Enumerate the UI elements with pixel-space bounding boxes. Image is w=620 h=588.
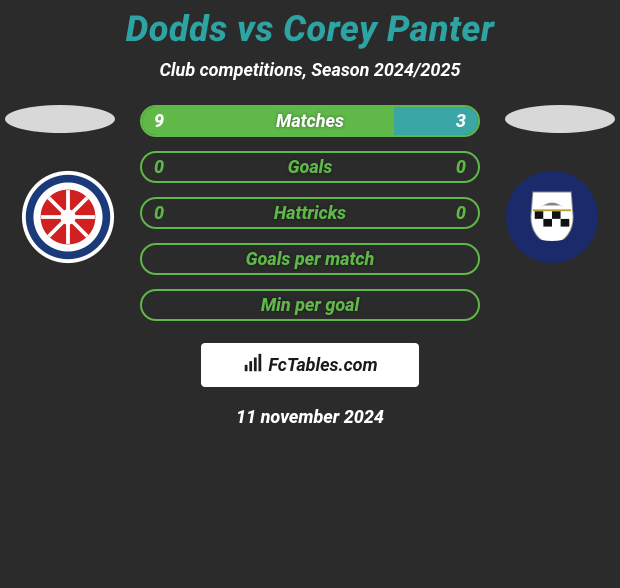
- club-badge-right: [504, 169, 600, 265]
- bar-label: Goals per match: [142, 245, 478, 273]
- bar-label: Hattricks: [142, 199, 478, 227]
- stat-bar: Min per goal: [140, 289, 480, 321]
- stat-bar: Hattricks0 0: [140, 197, 480, 229]
- player-right-photo: [505, 105, 615, 133]
- chart-icon: [242, 352, 264, 378]
- stat-bars: Matches93Goals00Hattricks00Goals per mat…: [140, 105, 480, 321]
- bar-value-right: 0: [456, 153, 466, 181]
- bar-value-left: 0: [154, 153, 164, 181]
- brand-box: FcTables.com: [201, 343, 419, 387]
- player-left-photo: [5, 105, 115, 133]
- bar-label: Min per goal: [142, 291, 478, 319]
- club-badge-left: [20, 169, 116, 265]
- bar-value-left: 9: [154, 107, 164, 135]
- bar-label: Matches: [142, 107, 478, 135]
- stat-bar: Goals per match: [140, 243, 480, 275]
- page-title: Dodds vs Corey Panter: [0, 8, 620, 50]
- brand-text: FcTables.com: [268, 355, 377, 376]
- stat-bar: Goals0 0: [140, 151, 480, 183]
- bar-value-left: 0: [154, 199, 164, 227]
- bar-value-right: 3: [456, 107, 466, 135]
- subtitle: Club competitions, Season 2024/2025: [0, 60, 620, 81]
- comparison-chart: Matches93Goals00Hattricks00Goals per mat…: [0, 105, 620, 321]
- bar-label: Goals: [142, 153, 478, 181]
- date-text: 11 november 2024: [0, 407, 620, 428]
- stat-bar: Matches9 3: [140, 105, 480, 137]
- bar-value-right: 0: [456, 199, 466, 227]
